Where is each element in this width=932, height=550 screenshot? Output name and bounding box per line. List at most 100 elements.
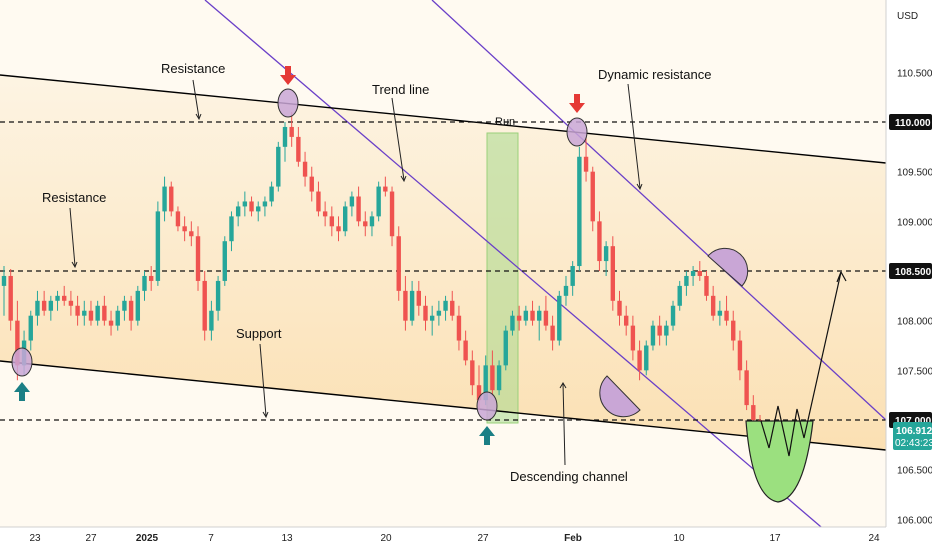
candle (450, 290, 455, 321)
candle (463, 330, 468, 366)
dynamic-resistance-line (431, 0, 887, 421)
candle (731, 310, 736, 351)
candle (503, 325, 508, 371)
candle (88, 300, 94, 326)
candle (322, 201, 328, 227)
candle (343, 201, 348, 237)
candle (148, 266, 154, 291)
candle (577, 146, 582, 271)
candle (62, 285, 67, 306)
candle (590, 166, 595, 232)
x-tick-label: 27 (477, 533, 489, 544)
last-price-tag: 106.912 02:43:23 (893, 422, 932, 450)
candle (396, 226, 401, 301)
x-tick-label: 17 (769, 533, 781, 544)
level-tag-label: 108.500 (895, 267, 932, 278)
candle (550, 315, 555, 351)
x-tick-label: 10 (673, 533, 685, 544)
x-tick-label: 23 (29, 533, 41, 544)
candle (677, 280, 682, 311)
candle (597, 211, 602, 271)
channel-fill (0, 75, 886, 450)
annotation-resistance-mid: Resistance (42, 190, 106, 205)
channel-upper-line (0, 74, 887, 164)
candle (470, 350, 475, 396)
candle (697, 261, 702, 281)
y-tick-label: 110.500 (897, 68, 932, 79)
x-tick-label: 2025 (136, 533, 159, 544)
candle (617, 290, 622, 326)
candle (423, 295, 428, 331)
y-tick-label: 106.500 (897, 466, 932, 477)
candle (737, 330, 743, 381)
candle (630, 315, 636, 361)
candle (376, 181, 381, 222)
x-tick-label: 27 (85, 533, 97, 544)
candle (276, 141, 281, 192)
candle (215, 275, 221, 321)
candle (644, 340, 649, 376)
candle (222, 236, 227, 286)
projection-arrowhead (836, 271, 847, 283)
candle (363, 211, 368, 237)
arrow-up-icon (14, 382, 30, 401)
candle (603, 241, 609, 276)
candle (195, 226, 201, 291)
candle (289, 112, 294, 147)
arrow-down-icon (569, 94, 585, 113)
time-axis[interactable] (0, 527, 886, 550)
candle (409, 280, 415, 326)
candle (356, 186, 361, 227)
candle (583, 136, 589, 182)
channel-lower-line (0, 360, 887, 451)
candle (516, 305, 522, 331)
candle (383, 176, 388, 197)
last-price-value: 106.912 (896, 426, 932, 437)
y-tick-label: 109.000 (897, 217, 932, 228)
candle (369, 211, 375, 237)
candle (443, 295, 448, 321)
candle (557, 290, 562, 346)
candle (169, 181, 174, 217)
y-tick-label: 109.500 (897, 168, 932, 179)
candle (142, 271, 147, 301)
arrow-down-icon (280, 66, 296, 85)
candle (189, 221, 194, 247)
candle (108, 310, 114, 336)
annotation-trend-line: Trend line (372, 82, 429, 97)
candle (282, 122, 288, 162)
candle (249, 196, 254, 217)
candle (48, 295, 54, 321)
y-tick-label: 106.000 (897, 515, 932, 526)
annotation-dynamic-resistance: Dynamic resistance (598, 67, 711, 82)
candle (664, 320, 669, 346)
candle (496, 360, 502, 396)
x-tick-label: 24 (868, 533, 880, 544)
annotation-support: Support (236, 326, 282, 341)
x-tick-label: 13 (281, 533, 293, 544)
annotation-run: Run (495, 116, 515, 128)
candle (8, 269, 13, 331)
touch-circle-low-2 (476, 391, 498, 421)
support-touch-marker (599, 375, 641, 418)
candle (175, 206, 181, 232)
candle (309, 166, 314, 202)
candle (82, 300, 87, 326)
resistance-touch-marker (707, 247, 749, 287)
candles (1, 112, 763, 435)
candle (570, 261, 575, 296)
level-tag-label: 110.000 (895, 118, 931, 129)
x-tick-label: Feb (564, 533, 582, 544)
candle (336, 216, 341, 242)
candle (75, 295, 80, 326)
level-tag-bg (889, 114, 932, 130)
candle (690, 266, 696, 286)
candle (55, 290, 60, 311)
currency-label: USD (897, 11, 918, 22)
candle (262, 196, 268, 217)
candle (704, 271, 709, 301)
touch-circle-high-1 (277, 88, 299, 118)
candle (510, 310, 515, 336)
candle (349, 191, 355, 217)
